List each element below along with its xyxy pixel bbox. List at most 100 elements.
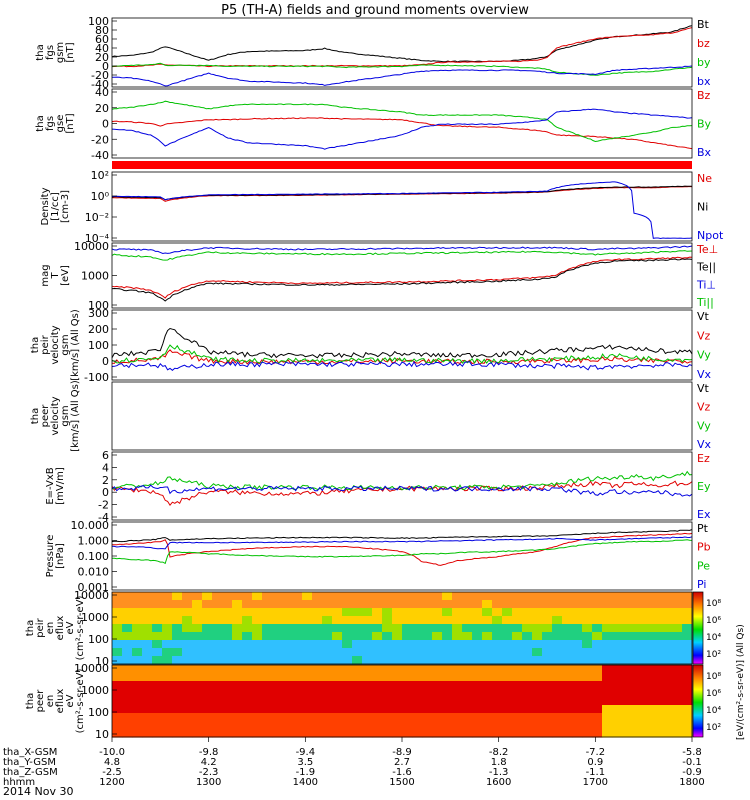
heatmap-cell — [462, 681, 473, 690]
footer-value: -2.5 — [102, 767, 122, 778]
heatmap-cell — [352, 689, 363, 698]
heatmap-cell — [162, 721, 173, 730]
panel-density: 10² 10⁰ 10⁻² 10⁻⁴ Density [1/cc] [cm-3] — [40, 169, 693, 245]
heatmap-cell — [372, 608, 383, 617]
heatmap-cell — [112, 705, 123, 714]
heatmap-cell — [572, 721, 583, 730]
heatmap-cell — [602, 656, 613, 665]
y-axis-label: mag — [40, 264, 51, 286]
heatmap-cell — [662, 729, 673, 738]
heatmap-cell — [462, 665, 473, 674]
heatmap-cell — [202, 648, 213, 657]
heatmap-cell — [322, 608, 333, 617]
heatmap-cell — [192, 721, 203, 730]
y-axis-label: peer — [40, 404, 51, 428]
heatmap-cell — [172, 592, 183, 601]
heatmap-cell — [592, 697, 603, 706]
heatmap-cell — [502, 600, 513, 609]
footer-value: 1800 — [679, 777, 704, 788]
heatmap-cell — [222, 673, 233, 682]
heatmap-cell — [482, 729, 493, 738]
heatmap-cell — [602, 640, 613, 649]
heatmap-cell — [372, 616, 383, 625]
series-density-2 — [111, 181, 693, 240]
heatmap-cell — [532, 713, 543, 722]
heatmap-cell — [562, 689, 573, 698]
heatmap-cell — [412, 705, 423, 714]
heatmap-cell — [242, 697, 253, 706]
heatmap-cell — [442, 592, 453, 601]
heatmap-cell — [112, 656, 123, 665]
heatmap-cell — [172, 673, 183, 682]
heatmap-cell — [662, 673, 673, 682]
heatmap-cell — [112, 640, 123, 649]
heatmap-cell — [622, 697, 633, 706]
heatmap-cell — [252, 665, 263, 674]
legend-peer-velocity-3: Vx — [697, 438, 712, 451]
heatmap-cell — [582, 632, 593, 641]
y-tick-label: 10000 — [74, 240, 109, 253]
y-tick-label: 6 — [102, 449, 109, 462]
footer-value: -5.8 — [682, 747, 702, 758]
heatmap-cell — [452, 689, 463, 698]
heatmap-cell — [452, 665, 463, 674]
heatmap-cell — [382, 592, 393, 601]
heatmap-cell — [272, 697, 283, 706]
heatmap-cell — [452, 600, 463, 609]
heatmap-cell — [652, 689, 663, 698]
colorbar-tick-label: 10⁶ — [706, 689, 721, 699]
heatmap-cell — [472, 648, 483, 657]
heatmap-cell — [162, 697, 173, 706]
heatmap-cell — [122, 632, 133, 641]
heatmap-cell — [672, 729, 683, 738]
heatmap-cell — [272, 600, 283, 609]
heatmap-cell — [452, 632, 463, 641]
heatmap-cell — [372, 673, 383, 682]
heatmap-cell — [652, 616, 663, 625]
heatmap-cell — [212, 648, 223, 657]
heatmap-cell — [682, 705, 693, 714]
heatmap-cell — [342, 681, 353, 690]
heatmap-cell — [212, 600, 223, 609]
y-tick-label: 20 — [95, 102, 109, 115]
heatmap-cell — [432, 600, 443, 609]
y-tick-label: 0 — [102, 355, 109, 368]
heatmap-cell — [592, 681, 603, 690]
heatmap-cell — [192, 608, 203, 617]
heatmap-cell — [412, 689, 423, 698]
heatmap-cell — [262, 624, 273, 633]
legend-peir-velocity-3: Vx — [697, 368, 712, 381]
y-tick-label: 40 — [95, 42, 109, 55]
y-axis-label: Pressure — [45, 535, 56, 578]
heatmap-cell — [172, 640, 183, 649]
heatmap-cell — [502, 673, 513, 682]
legend-pressure-3: Pi — [697, 578, 706, 591]
legend-efield-2: Ex — [697, 508, 711, 521]
heatmap-cell — [222, 681, 233, 690]
footer-value: 1400 — [293, 777, 318, 788]
heatmap-cell — [632, 616, 643, 625]
heatmap-cell — [552, 713, 563, 722]
heatmap-cell — [192, 648, 203, 657]
heatmap-cell — [642, 640, 653, 649]
legend-fgs-gsm-1: bz — [697, 37, 710, 50]
heatmap-cell — [132, 632, 143, 641]
series-peir-velocity-2 — [111, 344, 693, 364]
colorbar-tick-label: 10⁶ — [706, 616, 721, 626]
y-tick-label: -2 — [98, 499, 109, 512]
heatmap-cell — [592, 656, 603, 665]
heatmap-cell — [582, 673, 593, 682]
y-axis-label: [mV/m] — [55, 467, 66, 505]
heatmap-cell — [532, 640, 543, 649]
heatmap-cell — [312, 673, 323, 682]
heatmap-cell — [462, 656, 473, 665]
heatmap-cell — [312, 592, 323, 601]
heatmap-cell — [302, 689, 313, 698]
heatmap-cell — [372, 632, 383, 641]
heatmap-cell — [482, 624, 493, 633]
heatmap-cell — [632, 592, 643, 601]
heatmap-cell — [612, 624, 623, 633]
heatmap-cell — [322, 624, 333, 633]
panel-peer-eflux: 10000 1000 100 10 tha peer en eflux eV (cm²-s-sr-… — [25, 662, 693, 741]
heatmap-cell — [402, 624, 413, 633]
